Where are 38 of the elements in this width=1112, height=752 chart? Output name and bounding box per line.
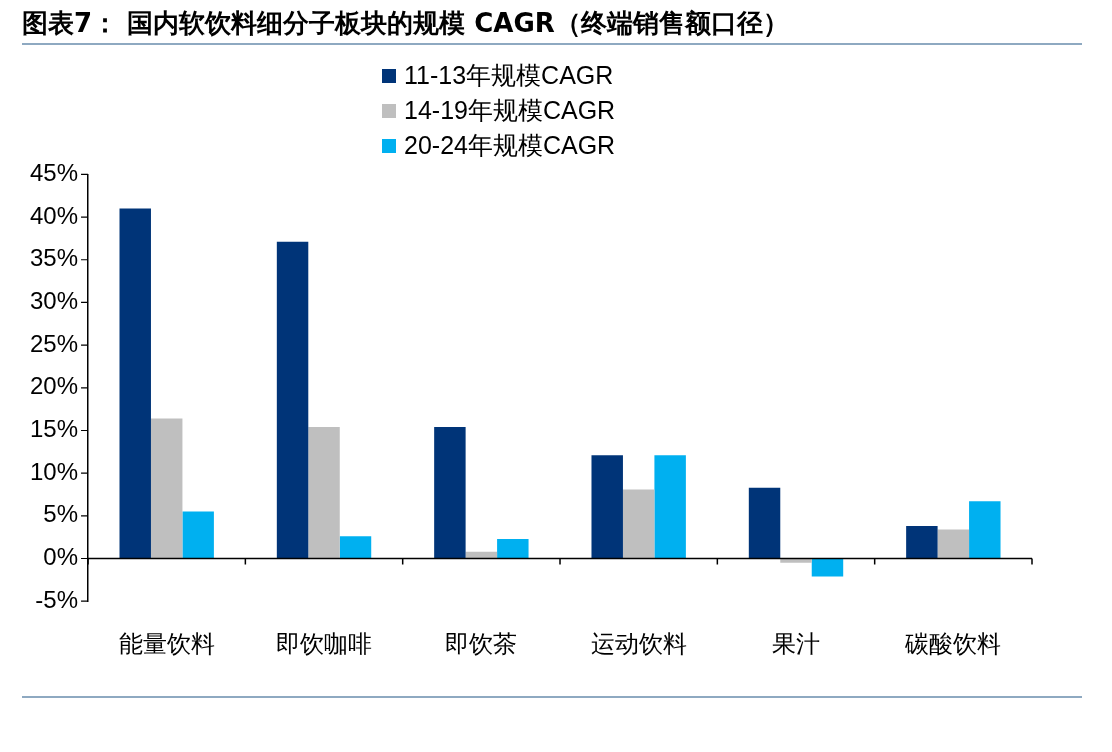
bar <box>906 526 938 559</box>
bar <box>654 455 686 559</box>
bar <box>339 536 372 559</box>
bar <box>937 529 970 559</box>
y-tick-label: 40% <box>29 201 79 229</box>
bar <box>811 558 844 577</box>
x-tick-label: 碳酸饮料 <box>904 629 1002 658</box>
y-tick-label: 30% <box>29 287 79 315</box>
bar <box>182 511 214 559</box>
bar <box>748 487 781 559</box>
y-tick-label: 15% <box>29 415 79 443</box>
y-tick-label: 35% <box>29 244 79 272</box>
x-tick-label: 运动饮料 <box>590 629 687 658</box>
bar <box>434 427 466 559</box>
bar <box>622 489 655 559</box>
y-tick-label: 0% <box>43 543 79 571</box>
chart-title: 图表7： 国内软饮料细分子板块的规模 CAGR（终端销售额口径） <box>22 7 789 40</box>
bar <box>591 455 623 559</box>
x-tick-label: 即饮咖啡 <box>276 629 373 658</box>
legend-label: 20-24年规模CAGR <box>404 130 616 161</box>
y-tick-label: 10% <box>29 457 79 485</box>
bar <box>150 418 183 559</box>
x-tick-label: 能量饮料 <box>118 629 215 658</box>
bar <box>497 538 529 559</box>
y-tick-label: 45% <box>29 159 79 187</box>
bar <box>969 501 1001 559</box>
legend-label: 11-13年规模CAGR <box>404 60 614 91</box>
legend-label: 14-19年规模CAGR <box>404 95 616 126</box>
y-tick-label: 5% <box>43 500 79 528</box>
x-tick-label: 果汁 <box>772 629 821 658</box>
y-tick-label: -5% <box>35 585 79 613</box>
bar <box>276 241 309 559</box>
y-tick-label: 25% <box>29 329 79 357</box>
bar <box>119 208 151 559</box>
bar <box>308 427 340 559</box>
x-tick-label: 即饮茶 <box>445 629 518 658</box>
bar <box>780 558 812 563</box>
y-tick-label: 20% <box>29 372 79 400</box>
